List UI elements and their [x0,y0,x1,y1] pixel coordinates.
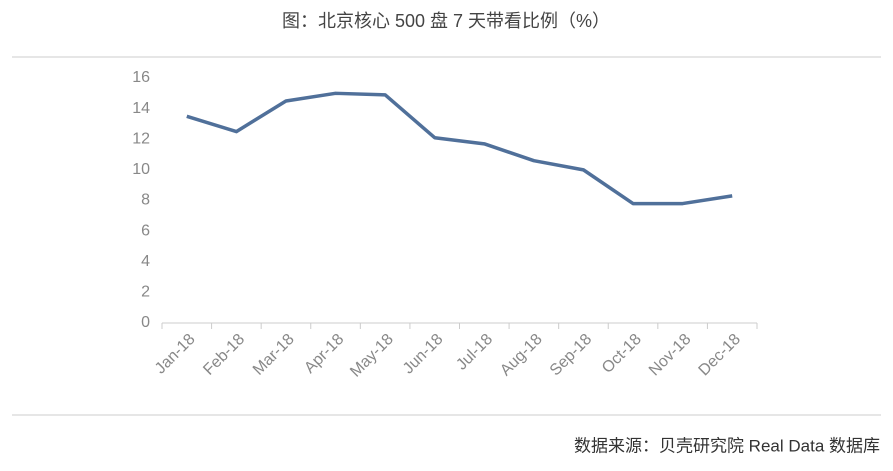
x-tick-label: Jul-18 [453,331,496,374]
y-tick-label: 2 [141,284,150,301]
y-tick-label: 8 [141,192,150,209]
x-tick-label: Apr-18 [301,331,347,377]
x-tick-label: Jun-18 [400,331,447,378]
x-tick-label: Feb-18 [200,331,248,379]
y-tick-label: 4 [141,253,150,270]
y-tick-label: 12 [132,130,150,147]
y-tick-label: 0 [141,314,150,331]
y-tick-label: 10 [132,161,150,178]
x-tick-label: Oct-18 [599,331,645,377]
source-note: 数据来源：贝壳研究院 Real Data 数据库 [574,436,880,455]
y-tick-label: 16 [132,69,150,86]
y-tick-label: 14 [132,100,150,117]
chart-title: 图：北京核心 500 盘 7 天带看比例（%） [282,11,610,31]
data-line [186,91,733,206]
x-tick-label: Mar-18 [250,331,298,379]
x-tick-label: May-18 [347,331,397,381]
x-tick-label: Dec-18 [696,331,745,380]
x-tick-label: Jan-18 [152,331,199,378]
x-tick-label: Nov-18 [646,331,695,380]
x-tick-label: Aug-18 [497,331,546,380]
x-tick-label: Sep-18 [547,331,596,380]
y-tick-label: 6 [141,222,150,239]
